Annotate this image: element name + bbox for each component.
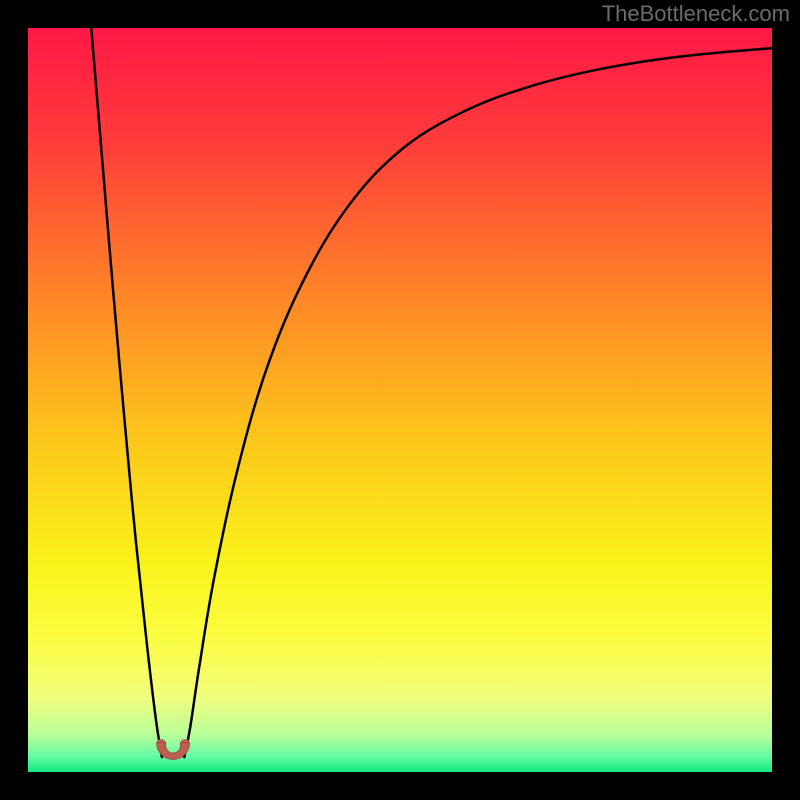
chart-container: TheBottleneck.com [0, 0, 800, 800]
bottleneck-curve-plot [0, 0, 800, 800]
gradient-background [28, 28, 772, 772]
watermark-text: TheBottleneck.com [602, 1, 790, 27]
